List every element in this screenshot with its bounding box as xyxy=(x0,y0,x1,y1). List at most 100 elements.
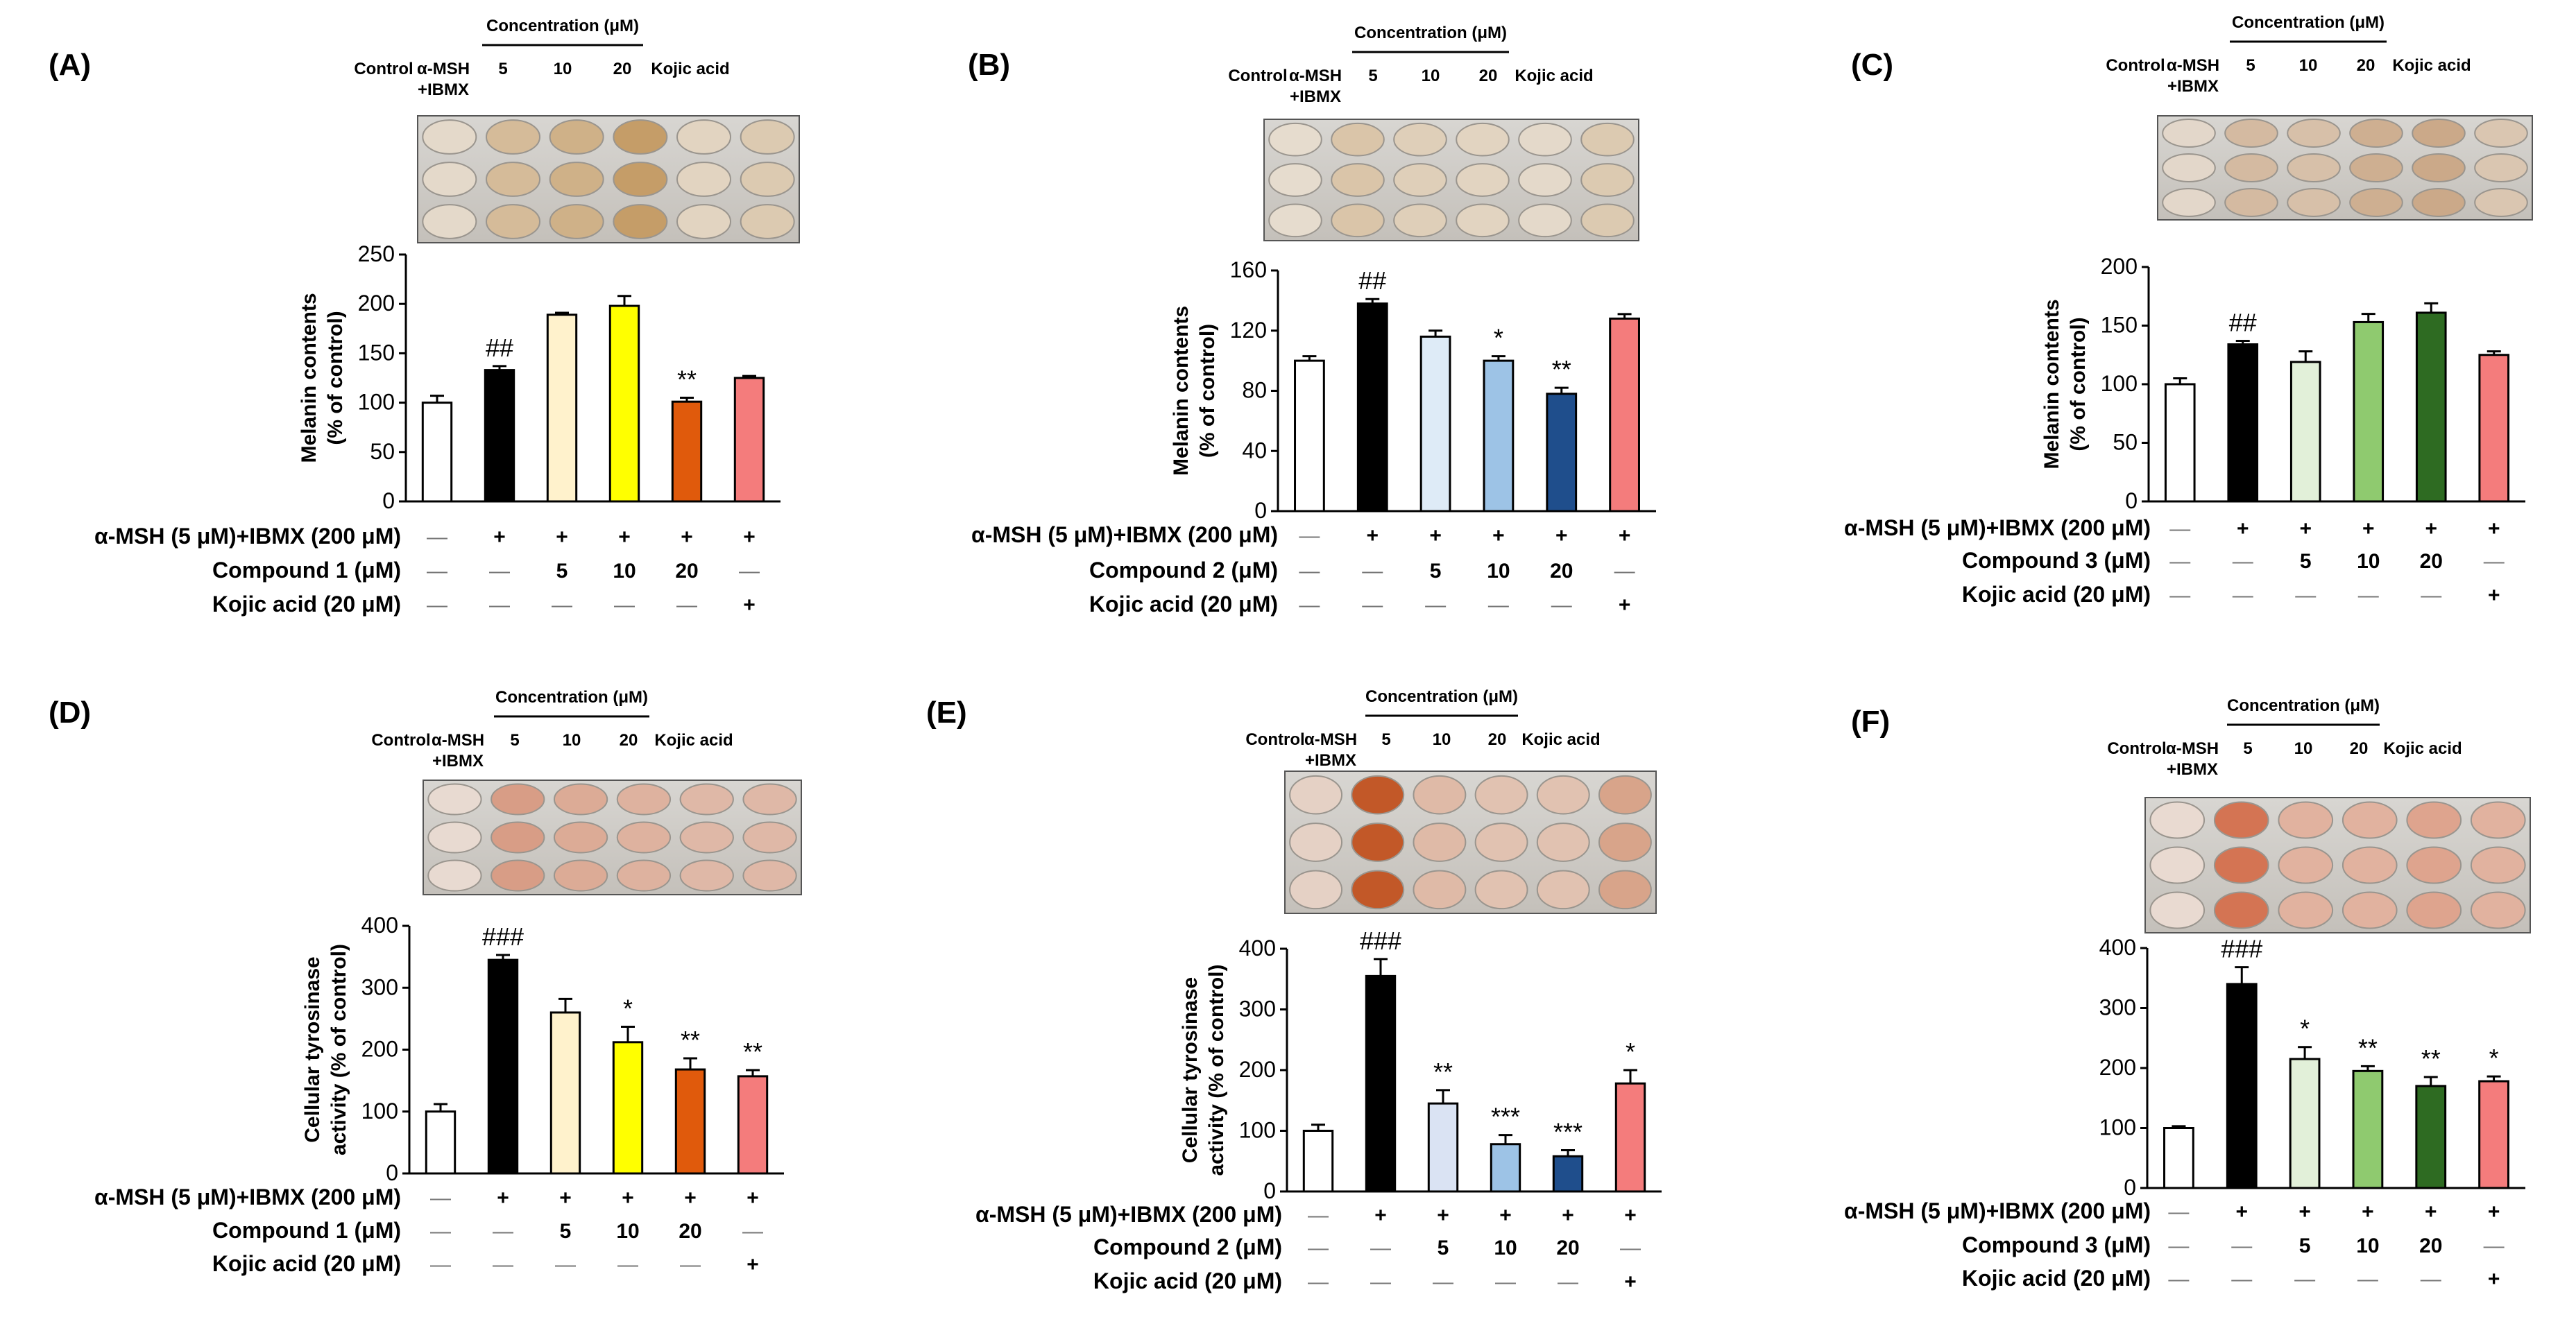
well xyxy=(2278,846,2334,884)
bar-5 xyxy=(674,1068,706,1175)
y-axis-label: Melanin contents xyxy=(1170,306,1193,476)
y-axis-label: Melanin contents xyxy=(2040,299,2063,469)
plate-frame xyxy=(423,780,802,895)
y-tick-label: 100 xyxy=(358,390,395,415)
row-msh-ibmx-value: + xyxy=(2298,1200,2311,1223)
well xyxy=(1456,163,1510,197)
panel-label: (A) xyxy=(49,48,91,82)
row-kojic-value: — xyxy=(1299,594,1320,617)
significance-mark: ### xyxy=(1360,927,1401,955)
bar-3 xyxy=(1427,1102,1459,1193)
y-tick-label: 200 xyxy=(2099,1055,2136,1080)
col-label-msh: α-MSH xyxy=(2167,56,2219,75)
well xyxy=(1598,775,1652,815)
plate-frame xyxy=(417,115,800,243)
significance-mark: * xyxy=(2300,1015,2310,1043)
y-axis-label: (% of control) xyxy=(1196,324,1219,458)
plate-frame xyxy=(2144,797,2531,933)
bar-6 xyxy=(733,377,765,503)
col-label-kojic: Kojic acid xyxy=(1521,730,1600,749)
bar-1 xyxy=(1302,1130,1334,1193)
bar-3 xyxy=(2289,361,2321,503)
panel-label: (F) xyxy=(1851,705,1890,739)
well xyxy=(1598,823,1652,862)
col-label-ibmx: +IBMX xyxy=(418,80,469,99)
well xyxy=(1268,122,1322,157)
col-label-control: Control xyxy=(1228,67,1287,85)
well xyxy=(553,859,608,892)
significance-mark: ** xyxy=(1552,355,1571,384)
well xyxy=(2213,846,2269,884)
well xyxy=(1289,870,1343,910)
y-tick-label: 0 xyxy=(2125,488,2138,513)
row-kojic-label: Kojic acid (20 μM) xyxy=(212,1251,401,1276)
significance-mark: ** xyxy=(677,365,697,393)
well xyxy=(1536,870,1590,910)
row-msh-ibmx-label: α-MSH (5 μM)+IBMX (200 μM) xyxy=(1844,515,2151,540)
y-tick-label: 0 xyxy=(1254,498,1267,523)
well xyxy=(2149,891,2206,929)
row-kojic-value: — xyxy=(2421,1268,2441,1291)
well xyxy=(2412,153,2466,182)
col-label-msh: α-MSH xyxy=(1304,730,1357,749)
row-compound-value: 20 xyxy=(1556,1237,1579,1259)
well xyxy=(422,119,477,155)
y-tick-label: 0 xyxy=(1263,1178,1276,1203)
row-msh-ibmx-value: — xyxy=(1299,524,1320,547)
row-kojic-value: — xyxy=(2231,1268,2252,1291)
well xyxy=(1413,823,1467,862)
col-label-kojic: Kojic acid xyxy=(651,60,729,78)
bar-6 xyxy=(1609,317,1640,513)
y-tick-label: 400 xyxy=(361,913,398,938)
significance-mark: *** xyxy=(1491,1103,1520,1131)
col-label-20: 20 xyxy=(1488,730,1507,749)
well xyxy=(2162,188,2216,217)
well xyxy=(2474,119,2528,148)
bar-4 xyxy=(612,1041,644,1175)
well xyxy=(2342,891,2398,929)
y-tick-label: 100 xyxy=(1239,1118,1276,1143)
concentration-header: Concentration (μM) xyxy=(1354,24,1507,42)
row-kojic-value: — xyxy=(680,1253,701,1276)
col-label-5: 5 xyxy=(1381,730,1390,749)
row-kojic-value: — xyxy=(1433,1271,1453,1293)
panel-label: (C) xyxy=(1851,48,1893,82)
well xyxy=(740,162,795,197)
significance-mark: ** xyxy=(2358,1033,2378,1062)
row-msh-ibmx-value: + xyxy=(1437,1204,1449,1227)
y-tick-label: 300 xyxy=(361,974,398,999)
row-compound-value: — xyxy=(2484,1234,2505,1257)
plate-frame xyxy=(1263,119,1639,241)
col-label-20: 20 xyxy=(2350,739,2369,758)
row-compound-value: — xyxy=(493,1220,513,1243)
well xyxy=(2278,891,2334,929)
row-kojic-value: — xyxy=(2294,1268,2315,1291)
well xyxy=(2406,891,2462,929)
row-compound-value: 20 xyxy=(1550,560,1573,583)
row-compound-value: 10 xyxy=(2356,1234,2379,1257)
well xyxy=(553,821,608,854)
well xyxy=(740,119,795,155)
y-axis-label: Melanin contents xyxy=(298,293,321,463)
row-kojic-value: — xyxy=(1558,1271,1578,1293)
row-kojic-value: — xyxy=(427,594,447,617)
well xyxy=(1580,163,1635,197)
y-tick-label: 200 xyxy=(2101,254,2138,279)
significance-mark: ## xyxy=(1358,266,1386,295)
panel-label: (E) xyxy=(926,696,967,730)
col-label-control: Control xyxy=(2107,739,2166,758)
y-tick-label: 100 xyxy=(2099,1115,2136,1140)
panel-e: (E) Control α-MSH +IBMX 5 10 20 Kojic acid Conce… xyxy=(926,687,1662,1293)
well xyxy=(1268,163,1322,197)
panel-f: (F) Control α-MSH +IBMX 5 10 20 Kojic acid Conce… xyxy=(1844,696,2531,1291)
well xyxy=(2406,846,2462,884)
significance-mark: *** xyxy=(1553,1118,1583,1146)
bar-3 xyxy=(1419,335,1451,513)
y-tick-label: 150 xyxy=(358,340,395,365)
row-msh-ibmx-value: — xyxy=(427,526,447,549)
row-kojic-value: — xyxy=(1362,594,1383,617)
bar-1 xyxy=(2163,1127,2194,1189)
y-tick-label: 80 xyxy=(1242,378,1267,403)
bar-4 xyxy=(2353,320,2385,503)
well xyxy=(553,783,608,816)
